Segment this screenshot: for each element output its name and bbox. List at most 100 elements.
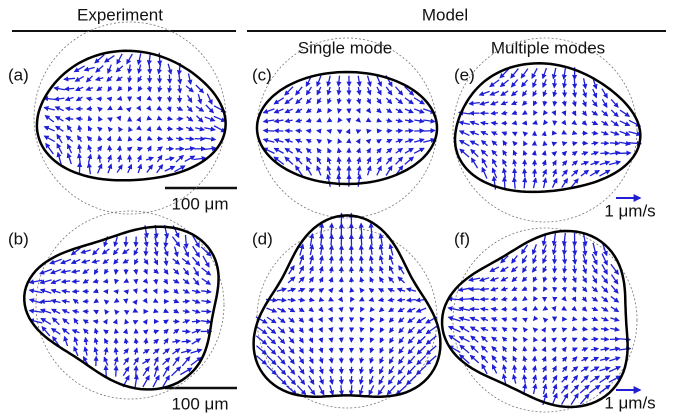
flow-arrow — [572, 141, 578, 147]
flow-arrow — [133, 374, 139, 388]
flow-arrow — [551, 392, 558, 406]
flow-arrow — [489, 276, 499, 282]
flow-arrow — [499, 68, 510, 79]
flow-arrow — [337, 296, 344, 303]
flow-arrow — [305, 128, 312, 134]
flow-arrow — [328, 222, 335, 237]
flow-arrow — [147, 64, 153, 75]
flow-arrow — [337, 108, 343, 114]
flow-arrow — [582, 254, 588, 266]
flow-arrow — [143, 236, 149, 248]
flow-arrow — [389, 337, 395, 344]
flow-arrow — [153, 356, 159, 366]
flow-arrow — [378, 243, 384, 256]
flow-arrow — [132, 320, 139, 325]
flow-arrow — [531, 266, 538, 273]
flow-arrow — [326, 156, 332, 165]
flow-arrow — [74, 75, 85, 82]
flow-arrow — [115, 65, 124, 73]
flow-arrow — [416, 326, 426, 334]
flow-arrow — [522, 149, 528, 156]
flow-arrow — [581, 306, 588, 312]
flow-arrow — [369, 306, 375, 313]
flow-arrow — [365, 117, 372, 123]
flow-arrow — [404, 156, 415, 165]
flow-arrow — [425, 345, 437, 355]
flow-arrow — [599, 169, 611, 177]
flow-arrow — [541, 365, 547, 373]
flow-arrow — [500, 100, 508, 106]
flow-arrow — [561, 177, 569, 188]
flow-arrow — [511, 110, 518, 116]
flow-arrow — [479, 276, 490, 282]
flow-arrow — [113, 365, 119, 377]
flow-arrow — [152, 374, 160, 388]
flow-arrow — [551, 355, 557, 362]
flow-arrow — [510, 266, 518, 273]
flow-arrow — [601, 264, 608, 275]
flow-arrow — [318, 296, 325, 302]
flow-arrow — [359, 327, 365, 333]
flow-arrow — [91, 258, 100, 264]
flow-arrow — [196, 115, 204, 123]
flow-arrow — [298, 265, 305, 275]
flow-arrow — [167, 74, 173, 85]
flow-arrow — [173, 308, 180, 314]
flow-arrow — [500, 286, 508, 292]
flow-arrow — [295, 128, 302, 134]
flow-arrow — [103, 55, 115, 63]
flow-arrow — [416, 345, 426, 355]
flow-arrow — [469, 316, 479, 322]
flow-arrow — [107, 105, 113, 111]
flow-arrow — [345, 128, 351, 135]
flow-arrow — [457, 296, 471, 302]
flow-arrow — [39, 279, 52, 285]
flow-arrow — [599, 366, 611, 372]
flow-arrow — [376, 138, 382, 144]
flow-arrow — [163, 235, 169, 248]
flow-arrow — [86, 162, 92, 175]
flow-arrow — [561, 356, 568, 362]
flow-arrow — [501, 355, 508, 363]
flow-arrow — [66, 152, 72, 165]
flow-arrow — [413, 108, 425, 114]
flow-arrow — [551, 244, 557, 256]
flow-arrow — [369, 356, 375, 364]
flow-arrow — [318, 255, 324, 265]
flow-arrow — [66, 143, 73, 154]
flow-arrow — [600, 326, 610, 332]
flow-arrow — [500, 296, 508, 302]
flow-arrow — [366, 128, 372, 134]
flow-arrow — [53, 86, 66, 92]
flow-arrow — [395, 97, 404, 105]
flow-arrow — [118, 126, 124, 133]
flow-arrow — [137, 86, 143, 92]
flow-arrow — [288, 317, 295, 323]
flow-arrow — [512, 364, 518, 374]
flow-arrow — [610, 274, 619, 285]
flow-arrow — [479, 286, 489, 292]
flow-arrow — [103, 268, 109, 275]
flow-arrow — [98, 116, 103, 122]
flow-arrow — [173, 288, 179, 295]
flow-arrow — [326, 86, 332, 96]
flow-arrow — [386, 385, 396, 396]
flow-arrow — [50, 278, 61, 285]
flow-arrow — [77, 143, 83, 153]
flow-arrow — [262, 137, 275, 143]
flow-arrow — [388, 365, 395, 375]
flow-arrow — [60, 278, 71, 284]
flow-arrow — [50, 288, 61, 294]
flow-arrow — [376, 165, 382, 176]
flow-arrow — [167, 63, 173, 75]
flow-arrow — [423, 137, 436, 143]
flow-arrow — [366, 75, 372, 87]
flow-arrow — [511, 373, 518, 384]
flow-arrow — [112, 318, 118, 325]
flow-arrow — [153, 365, 159, 377]
flow-arrow — [608, 375, 622, 383]
flow-arrow — [542, 383, 548, 395]
flow-arrow — [174, 165, 186, 173]
flow-arrow — [385, 156, 393, 165]
flow-arrow — [308, 254, 314, 265]
